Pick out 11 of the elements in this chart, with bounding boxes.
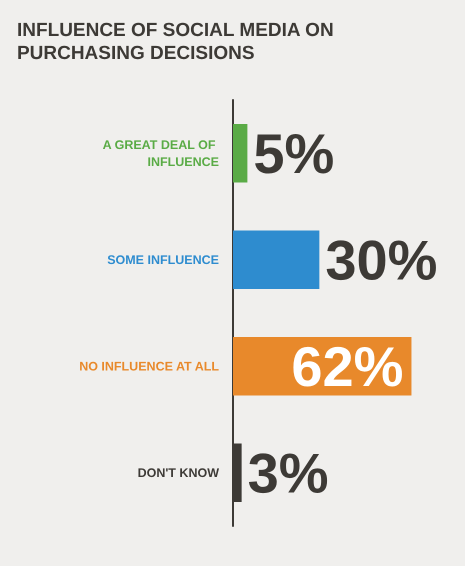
data-label: 62% [291, 334, 404, 398]
bar [233, 230, 320, 290]
y-tick-label: NO INFLUENCE AT ALL [79, 359, 220, 374]
y-tick-label: SOME INFLUENCE [107, 252, 219, 267]
data-label: 30% [325, 228, 438, 292]
y-tick-label: DON'T KNOW [138, 466, 220, 480]
data-label: 5% [253, 122, 334, 185]
y-tick-label: A GREAT DEAL OF INFLUENCE [102, 138, 219, 169]
data-label: 3% [248, 441, 329, 504]
chart-title: INFLUENCE OF SOCIAL MEDIA ON PURCHASING DECISIONS [17, 20, 339, 64]
bar [233, 124, 248, 183]
